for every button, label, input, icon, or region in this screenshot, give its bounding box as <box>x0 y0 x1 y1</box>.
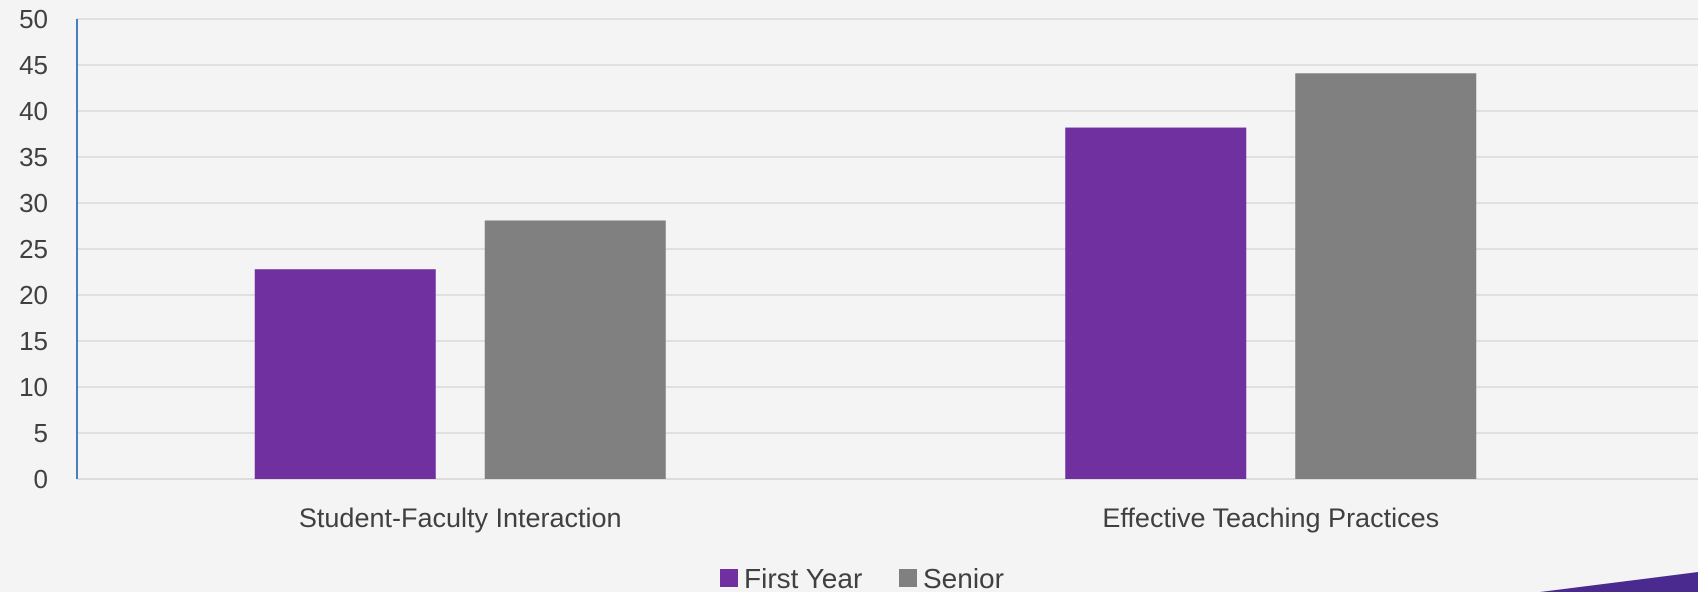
y-tick-label: 5 <box>34 418 48 448</box>
y-tick-label: 25 <box>19 234 48 264</box>
bar-first-year-1 <box>254 269 436 479</box>
bar-senior-2 <box>1295 73 1477 479</box>
y-tick-label: 50 <box>19 4 48 34</box>
legend-item: Senior <box>899 563 1004 592</box>
bar-first-year-2 <box>1065 127 1247 479</box>
y-tick-label: 20 <box>19 280 48 310</box>
legend-label: First Year <box>744 563 862 592</box>
y-tick-label: 30 <box>19 188 48 218</box>
legend-item: First Year <box>720 563 862 592</box>
legend: First Year Senior <box>720 563 1004 592</box>
y-tick-label: 35 <box>19 142 48 172</box>
legend-swatch <box>720 569 738 587</box>
y-tick-label: 15 <box>19 326 48 356</box>
y-tick-label: 40 <box>19 96 48 126</box>
y-axis-ticks: 0 5 10 15 20 25 30 35 40 45 50 <box>19 4 48 494</box>
y-tick-label: 45 <box>19 50 48 80</box>
legend-label: Senior <box>923 563 1004 592</box>
x-category-label: Student-Faculty Interaction <box>299 503 622 533</box>
x-axis-categories: Student-Faculty Interaction Effective Tea… <box>299 503 1439 533</box>
corner-accent-shape <box>1540 572 1698 592</box>
bars <box>254 73 1477 480</box>
legend-swatch <box>899 569 917 587</box>
x-category-label: Effective Teaching Practices <box>1102 503 1439 533</box>
bar-senior-1 <box>484 220 666 480</box>
y-tick-label: 10 <box>19 372 48 402</box>
y-tick-label: 0 <box>34 464 48 494</box>
